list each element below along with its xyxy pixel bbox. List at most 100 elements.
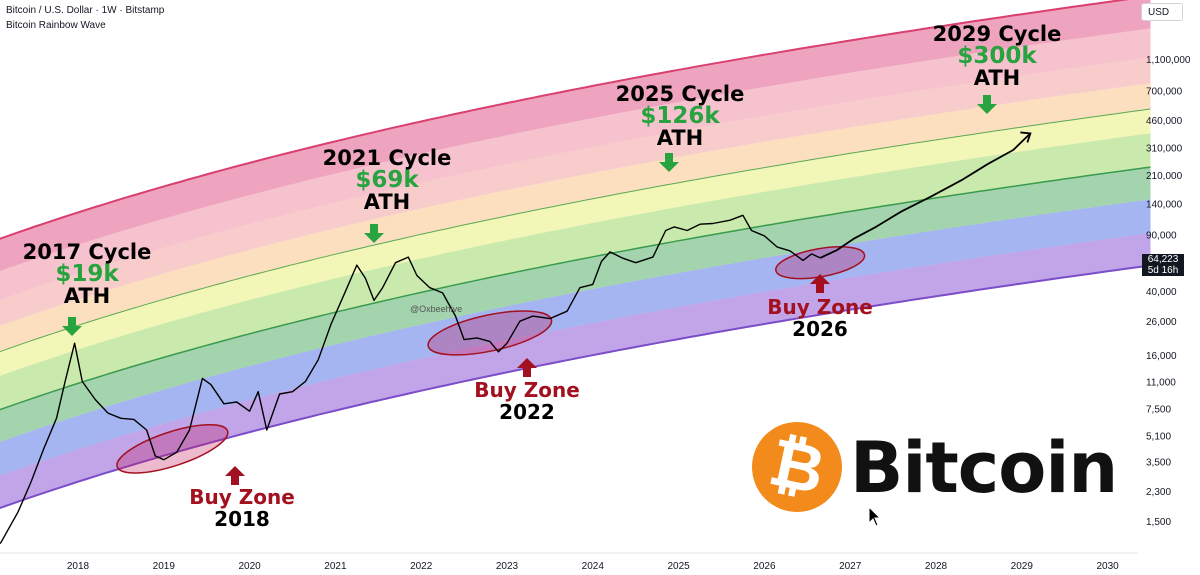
x-tick-label: 2027 (839, 561, 862, 572)
rainbow-band (0, 133, 1151, 410)
annotation-label: ATH (656, 126, 704, 150)
rainbow-band-lines (0, 0, 1151, 510)
annotation-label: ATH (973, 66, 1021, 90)
y-tick-label: 16,000 (1146, 351, 1177, 362)
ath-arrow-down-icon (62, 317, 82, 336)
last-price-badge: 64,223 5d 16h (1142, 254, 1184, 276)
rainbow-band-line (0, 264, 1151, 510)
buy-zone-arrow-up-icon (810, 274, 830, 293)
buy-zone-2018-label: Buy Zone 2018 (189, 486, 295, 530)
x-tick-label: 2020 (238, 561, 261, 572)
annotation-2021: 2021 Cycle $69k ATH (323, 148, 452, 213)
ath-arrow-down-icon (364, 224, 384, 243)
x-tick-label: 2026 (753, 561, 776, 572)
y-tick-label: 90,000 (1146, 230, 1177, 241)
buy-zone-arrow-up-icon (517, 358, 537, 377)
y-tick-label: 310,000 (1146, 144, 1183, 155)
buy-zone-2026-label: Buy Zone 2026 (767, 296, 873, 340)
bitcoin-logo-circle (752, 422, 842, 512)
rainbow-band (0, 0, 1151, 271)
rainbow-band (0, 57, 1151, 326)
buy-zone-text: Buy Zone (189, 485, 295, 509)
price-series (0, 131, 1032, 545)
y-tick-label: 140,000 (1146, 199, 1183, 210)
annotation-label: ATH (363, 190, 411, 214)
ath-arrow-down-icon (977, 95, 997, 114)
x-tick-label: 2029 (1011, 561, 1034, 572)
annotation-price: $126k (640, 103, 720, 129)
annotation-2017: 2017 Cycle $19k ATH (23, 242, 152, 307)
buy-zone-arrow-up-icon (225, 466, 245, 485)
rainbow-band (0, 199, 1151, 476)
annotation-2029: 2029 Cycle $300k ATH (933, 24, 1062, 89)
y-tick-label: 7,500 (1146, 404, 1171, 415)
x-tick-label: 2030 (1096, 561, 1119, 572)
currency-selector[interactable]: USD (1141, 3, 1183, 21)
buy-zone-year: 2026 (792, 317, 848, 341)
y-tick-label: 11,000 (1146, 377, 1176, 388)
annotation-price: $19k (55, 261, 119, 287)
bitcoin-logo: ₿ Bitcoin (752, 422, 1118, 514)
y-axis: 1,100,000 700,000 460,000 310,000 210,000 140… (1146, 55, 1191, 528)
last-price: 64,223 (1147, 254, 1179, 265)
y-tick-label: 700,000 (1146, 87, 1183, 98)
y-tick-label: 3,500 (1146, 458, 1171, 469)
rainbow-band (0, 28, 1151, 300)
annotation-cycle: 2017 Cycle (22, 240, 152, 264)
annotation-cycle: 2029 Cycle (932, 22, 1062, 46)
buy-zone-year: 2018 (214, 507, 270, 531)
indicator-name: Bitcoin Rainbow Wave (6, 20, 106, 31)
ath-arrow-down-icon (659, 153, 679, 172)
x-tick-label: 2025 (667, 561, 690, 572)
x-tick-label: 2022 (410, 561, 433, 572)
buy-zone-2022-label: Buy Zone 2022 (474, 379, 580, 423)
mouse-cursor-icon (868, 506, 882, 527)
rainbow-band-line (0, 0, 1130, 240)
price-line (0, 214, 821, 545)
bar-countdown: 5d 16h (1147, 265, 1179, 276)
rainbow-bands (0, 0, 1151, 508)
annotation-price: $300k (957, 43, 1037, 69)
rainbow-band-line (0, 166, 1151, 411)
y-tick-label: 2,300 (1146, 487, 1171, 498)
rainbow-band (0, 83, 1151, 352)
annotation-cycle: 2021 Cycle (322, 146, 452, 170)
buy-zone-text: Buy Zone (474, 378, 580, 402)
x-tick-label: 2019 (153, 561, 176, 572)
y-tick-label: 1,500 (1146, 517, 1171, 528)
x-tick-label: 2023 (496, 561, 519, 572)
rainbow-band (0, 233, 1151, 508)
y-tick-label: 40,000 (1146, 287, 1177, 298)
y-tick-label: 1,100,000 (1146, 55, 1191, 66)
buy-zone-year: 2022 (499, 400, 555, 424)
x-tick-label: 2018 (67, 561, 90, 572)
projection-arrowhead-icon (1020, 131, 1032, 143)
bitcoin-symbol-icon: ₿ (762, 423, 832, 510)
rainbow-band (0, 109, 1151, 376)
annotation-cycle: 2025 Cycle (615, 82, 745, 106)
x-axis: 2018 2019 2020 2021 2022 2023 2024 2025 2026 2027… (0, 552, 1138, 572)
annotation-price: $69k (355, 167, 419, 193)
chart-symbol-header: Bitcoin / U.S. Dollar · 1W · Bitstamp (6, 5, 165, 16)
rainbow-band-line (0, 108, 1151, 353)
annotation-2025: 2025 Cycle $126k ATH (616, 84, 745, 149)
buy-zone-ellipse (775, 246, 866, 280)
buy-zone-text: Buy Zone (767, 295, 873, 319)
buy-zone-ellipse (116, 424, 229, 474)
annotation-label: ATH (63, 284, 111, 308)
x-tick-label: 2021 (324, 561, 347, 572)
x-tick-label: 2028 (925, 561, 948, 572)
y-tick-label: 210,000 (1146, 171, 1183, 182)
projected-price-line (819, 132, 1032, 259)
bitcoin-logo-text: Bitcoin (850, 427, 1118, 509)
y-tick-label: 460,000 (1146, 116, 1183, 127)
y-tick-label: 26,000 (1146, 317, 1177, 328)
rainbow-band (0, 167, 1151, 442)
watermark: @Oxbeehive (410, 304, 463, 314)
buy-zone-ellipses (116, 246, 866, 474)
annotation-arrows (62, 95, 997, 485)
y-tick-label: 5,100 (1146, 431, 1171, 442)
x-tick-label: 2024 (582, 561, 605, 572)
buy-zone-ellipse (427, 310, 553, 356)
